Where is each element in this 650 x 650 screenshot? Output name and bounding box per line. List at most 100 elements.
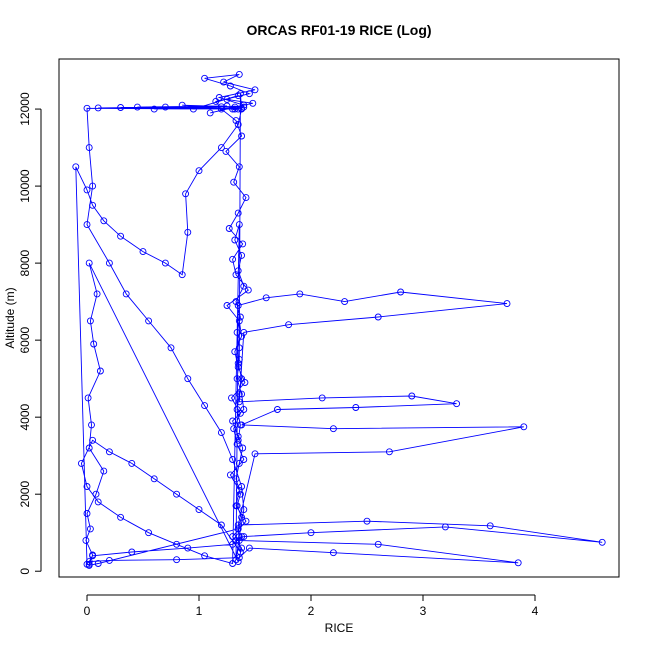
data-point xyxy=(83,510,91,517)
data-point xyxy=(100,467,108,475)
data-point xyxy=(145,529,153,537)
data-point xyxy=(195,506,203,514)
data-point xyxy=(441,523,449,531)
data-point xyxy=(89,182,97,190)
data-point xyxy=(240,533,248,541)
data-point xyxy=(240,506,248,514)
chart-title: ORCAS RF01-19 RICE (Log) xyxy=(246,22,431,38)
data-point xyxy=(83,560,91,568)
data-point xyxy=(598,538,606,546)
data-point xyxy=(100,217,108,225)
x-axis-label: RICE xyxy=(325,621,354,635)
data-point xyxy=(223,95,231,103)
data-point xyxy=(240,328,248,336)
data-point xyxy=(238,332,246,340)
data-point xyxy=(238,483,246,490)
data-point xyxy=(77,459,85,467)
data-point xyxy=(117,513,125,521)
x-tick-label-0: 0 xyxy=(84,604,91,618)
data-point xyxy=(341,298,349,306)
data-point xyxy=(238,513,246,521)
data-point xyxy=(145,317,153,325)
data-point xyxy=(117,232,125,240)
data-point xyxy=(217,429,225,437)
data-point xyxy=(233,375,241,383)
y-tick-label-6: 12000 xyxy=(18,92,32,126)
data-point xyxy=(178,101,186,109)
data-point xyxy=(229,533,237,541)
series-0-line xyxy=(75,73,603,566)
data-point xyxy=(222,147,230,155)
data-point xyxy=(225,225,233,232)
data-point xyxy=(88,421,95,429)
data-point xyxy=(520,423,528,431)
data-point xyxy=(85,444,93,452)
data-point xyxy=(223,302,231,309)
data-point xyxy=(245,544,253,552)
data-point xyxy=(363,517,371,525)
data-point xyxy=(212,97,220,105)
data-point xyxy=(385,448,393,456)
data-point xyxy=(86,525,94,533)
data-point xyxy=(85,144,93,152)
data-point xyxy=(230,178,238,186)
x-axis: 0 1 2 3 4 xyxy=(84,594,539,618)
data-point xyxy=(232,117,240,125)
data-point xyxy=(184,228,192,236)
data-point xyxy=(228,394,235,402)
data-point xyxy=(231,103,239,111)
data-point xyxy=(374,540,382,548)
x-tick-label-1: 1 xyxy=(196,604,203,618)
data-point xyxy=(72,163,80,171)
data-point xyxy=(231,348,239,356)
plot-data-layer xyxy=(72,70,606,569)
data-point xyxy=(514,559,522,567)
data-point xyxy=(249,99,257,107)
data-point xyxy=(84,394,92,402)
data-point xyxy=(285,321,293,329)
data-point xyxy=(82,536,90,544)
data-point xyxy=(217,144,225,152)
y-axis-label: Altitude (m) xyxy=(3,287,17,348)
data-point xyxy=(83,104,91,112)
data-point xyxy=(245,90,253,98)
data-point xyxy=(251,450,259,458)
data-point xyxy=(238,105,246,113)
data-point xyxy=(229,456,237,463)
data-point xyxy=(235,163,243,171)
data-point xyxy=(161,259,169,267)
data-point xyxy=(235,390,243,398)
data-point xyxy=(233,406,241,413)
data-point xyxy=(233,502,241,510)
data-point xyxy=(235,317,243,325)
data-point xyxy=(150,105,158,113)
data-point xyxy=(234,436,242,444)
data-point xyxy=(184,375,192,383)
data-point xyxy=(318,394,326,402)
data-point xyxy=(128,548,136,556)
data-point xyxy=(89,552,97,560)
data-point xyxy=(229,255,237,263)
data-point xyxy=(83,186,91,194)
data-point xyxy=(235,398,243,406)
data-point xyxy=(234,105,242,113)
data-point xyxy=(453,400,461,408)
data-point xyxy=(229,540,237,548)
data-point xyxy=(235,486,243,494)
data-point xyxy=(167,344,175,352)
data-point xyxy=(201,74,209,82)
data-point xyxy=(105,448,113,456)
data-point xyxy=(105,259,113,267)
data-point xyxy=(128,459,136,467)
data-point xyxy=(236,90,244,98)
data-point xyxy=(89,201,97,209)
data-point xyxy=(94,560,102,567)
data-point xyxy=(329,549,337,557)
data-point xyxy=(233,328,241,336)
data-point xyxy=(93,290,101,298)
data-point xyxy=(173,556,181,564)
data-point xyxy=(201,552,209,560)
data-point xyxy=(233,440,241,448)
